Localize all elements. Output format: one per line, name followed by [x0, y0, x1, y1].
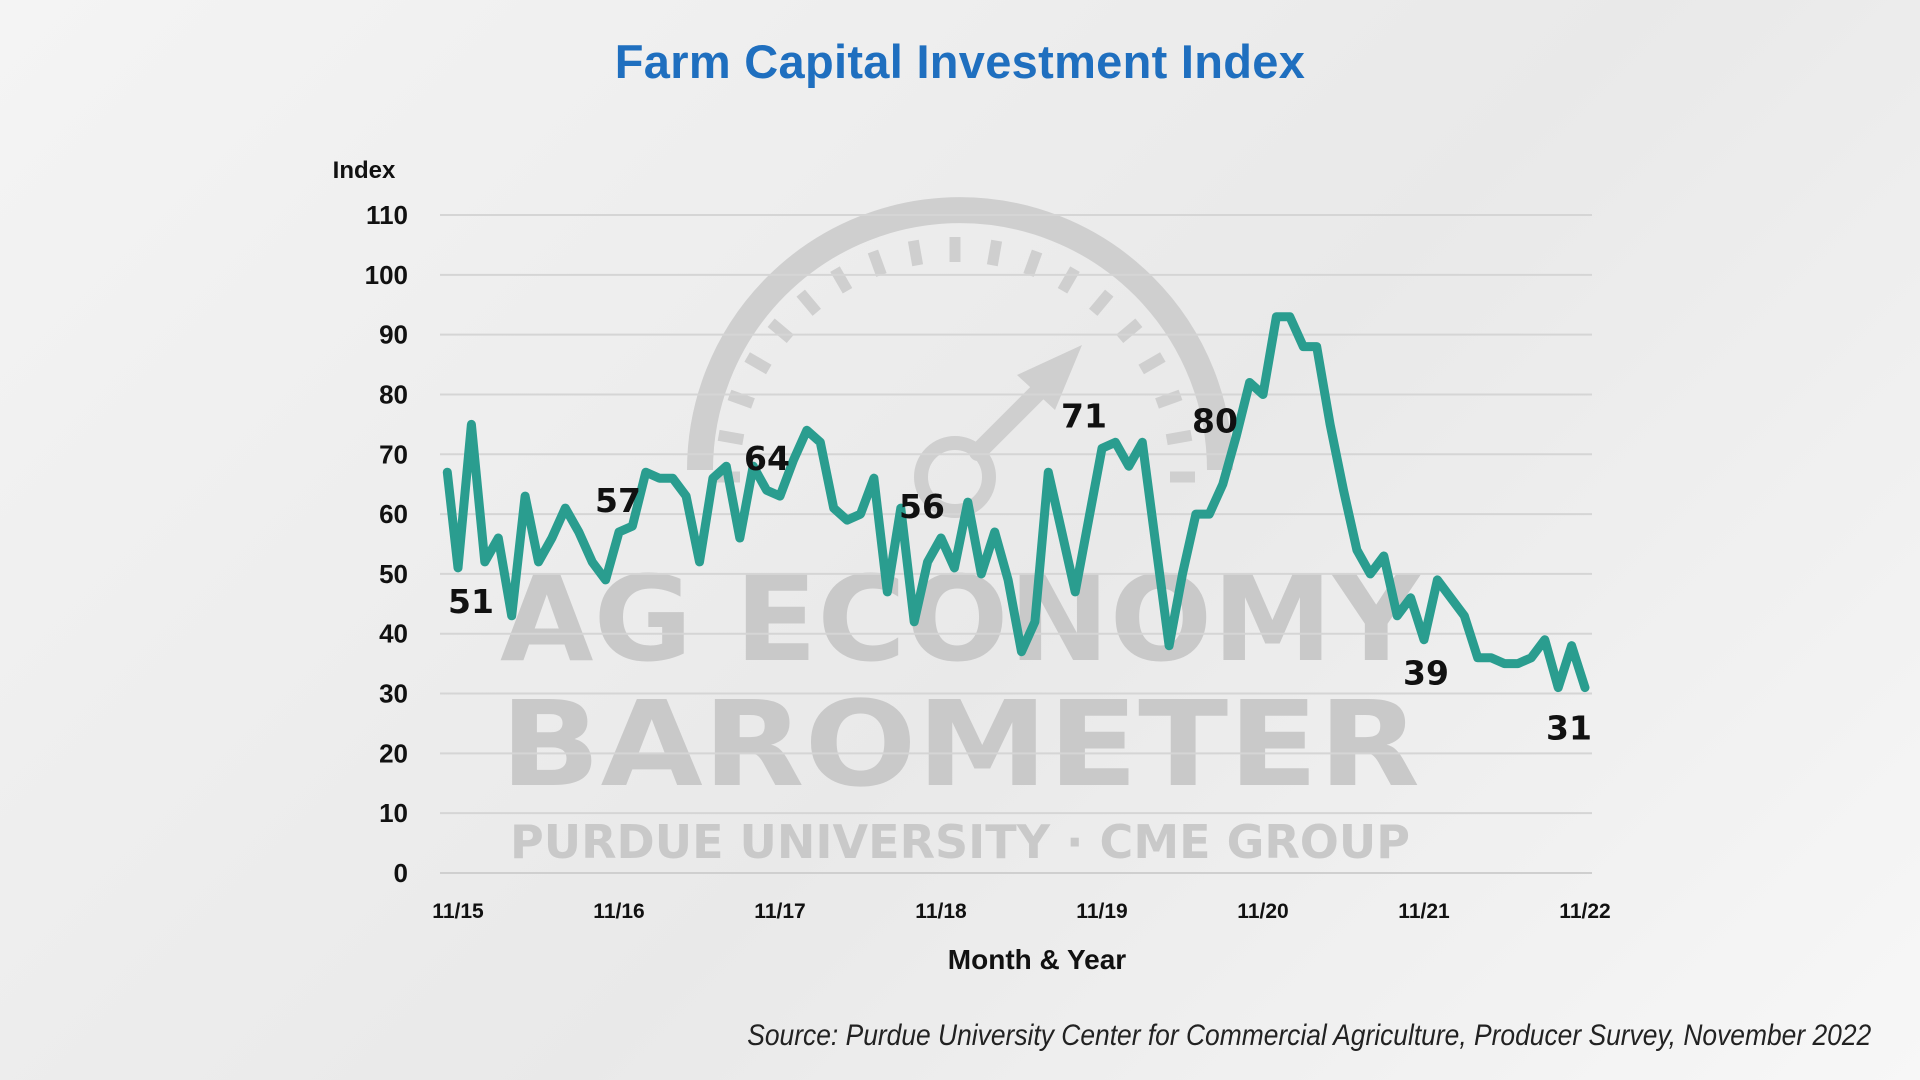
watermark-dash: [767, 318, 794, 344]
watermark-dash: [744, 352, 772, 375]
watermark-dash: [717, 429, 745, 446]
x-axis-label: Month & Year: [948, 944, 1127, 975]
chart-title: Farm Capital Investment Index: [614, 35, 1306, 88]
x-tick-label: 11/15: [432, 900, 484, 923]
y-tick-label: 0: [394, 858, 408, 888]
watermark-gauge-arc: [687, 197, 1233, 471]
source-note: Source: Purdue University Center for Com…: [747, 1019, 1871, 1052]
data-label: 56: [899, 487, 945, 526]
watermark-dash: [1023, 249, 1043, 277]
watermark-dash: [1155, 389, 1183, 409]
y-tick-label: 110: [366, 200, 408, 230]
y-axis-label: Index: [333, 157, 396, 184]
y-tick-label: 90: [379, 320, 408, 350]
data-label: 71: [1061, 396, 1107, 435]
x-axis-ticks: 11/15 11/16 11/17 11/18 11/19 11/20 11/21 11/22: [432, 900, 1610, 923]
data-label: 51: [448, 582, 494, 621]
watermark-dash: [796, 289, 822, 316]
series-line: [442, 312, 1590, 693]
watermark-dash: [867, 249, 887, 277]
watermark-dash: [830, 266, 853, 294]
watermark-arrow-icon: [1017, 345, 1082, 410]
watermark-line1: AG ECONOMY: [500, 550, 1422, 688]
y-tick-label: 10: [379, 798, 408, 828]
y-tick-label: 70: [379, 439, 408, 469]
y-tick-label: 40: [379, 619, 408, 649]
watermark-gauge-hub: [914, 436, 996, 518]
data-label: 64: [744, 439, 790, 478]
watermark-dash: [1138, 352, 1166, 375]
watermark-line3: PURDUE UNIVERSITY · CME GROUP: [510, 815, 1410, 869]
x-tick-label: 11/19: [1076, 900, 1127, 923]
x-tick-label: 11/17: [754, 900, 805, 923]
x-tick-label: 11/18: [915, 900, 967, 923]
series-layer: [442, 312, 1590, 693]
y-tick-label: 60: [379, 499, 408, 529]
watermark-dash: [727, 389, 755, 409]
x-tick-label: 11/20: [1237, 900, 1288, 923]
data-label: 31: [1546, 709, 1592, 748]
watermark-dash: [907, 239, 924, 267]
x-tick-label: 11/22: [1559, 900, 1610, 923]
y-tick-label: 50: [379, 559, 408, 589]
y-tick-label: 20: [379, 738, 408, 768]
watermark-line2: BAROMETER: [500, 675, 1420, 813]
y-tick-label: 80: [379, 379, 408, 409]
data-label: 57: [595, 481, 641, 520]
watermark-dash: [1057, 266, 1080, 294]
data-label: 39: [1403, 654, 1449, 693]
watermark-dash: [986, 239, 1003, 267]
watermark-gauge-dashes: [715, 237, 1195, 483]
watermark-dash: [1088, 289, 1114, 316]
watermark-dash: [1116, 318, 1143, 344]
x-tick-label: 11/21: [1398, 900, 1450, 923]
watermark-gauge-needle: [969, 376, 1054, 461]
data-label: 80: [1192, 401, 1238, 440]
y-tick-label: 100: [365, 260, 408, 290]
data-annotations: 51 57 64 56 71 80 39 31: [448, 396, 1592, 747]
x-tick-label: 11/16: [593, 900, 644, 923]
y-tick-label: 30: [379, 679, 408, 709]
watermark-dash: [1165, 429, 1193, 446]
y-axis-ticks: 0 10 20 30 40 50 60 70 80 90 100 110: [365, 200, 408, 888]
